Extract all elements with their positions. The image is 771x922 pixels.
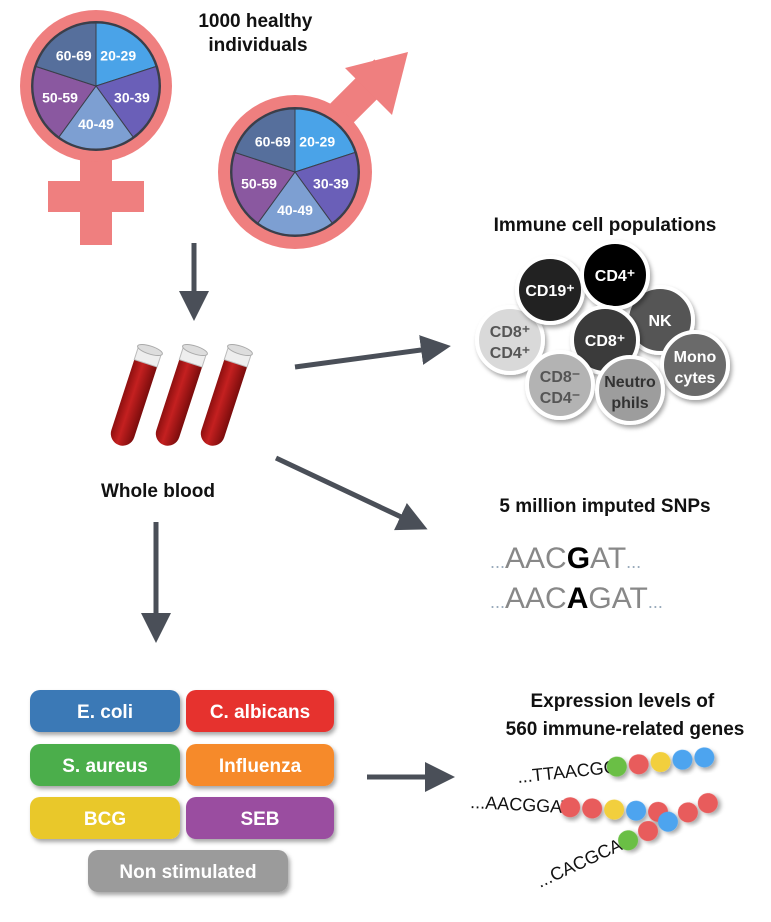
immune-title: Immune cell populations bbox=[494, 215, 717, 236]
pie-slice-20-29 bbox=[95, 22, 157, 87]
pie-slice-40-49 bbox=[58, 85, 134, 150]
blood-tubes-icon bbox=[110, 343, 253, 446]
immune-cell: Neutro phils bbox=[595, 355, 665, 425]
pie-slice-50-59 bbox=[32, 65, 97, 138]
age-label: 60-69 bbox=[56, 47, 92, 63]
pie-slice-60-69 bbox=[35, 22, 97, 87]
stimulus-bcg: BCG bbox=[30, 797, 180, 839]
expression-bead bbox=[582, 798, 603, 819]
snp-title: 5 million imputed SNPs bbox=[499, 496, 710, 517]
age-label: 40-49 bbox=[78, 116, 114, 132]
arrow-to-cells bbox=[294, 335, 451, 370]
expression-bead bbox=[672, 749, 693, 770]
age-label: 30-39 bbox=[313, 176, 349, 192]
cell-label: phils bbox=[611, 395, 648, 412]
svg-text:C. albicans: C. albicans bbox=[210, 702, 310, 723]
stimulus-seb: SEB bbox=[186, 797, 334, 839]
expression-bead bbox=[618, 830, 639, 851]
expression-bead bbox=[638, 821, 659, 842]
svg-text:BCG: BCG bbox=[84, 809, 126, 830]
expression-bead bbox=[694, 747, 715, 768]
expression-strands: ...TTAACGG...AACGGAT...CACGCAA bbox=[470, 747, 718, 892]
gene-strand: ...TTAACGG bbox=[516, 747, 715, 787]
expression-title: Expression levels of 560 immune-related … bbox=[506, 691, 745, 740]
immune-cell: CD8⁺ CD4⁺ bbox=[475, 305, 545, 375]
immune-cell: CD19⁺ bbox=[515, 255, 585, 325]
age-label: 60-69 bbox=[255, 133, 291, 149]
svg-text:...AACAGAT...: ...AACAGAT... bbox=[490, 582, 663, 615]
immune-cell: Mono cytes bbox=[660, 330, 730, 400]
cell-label: cytes bbox=[675, 370, 716, 387]
expression-bead bbox=[626, 800, 647, 821]
age-label: 40-49 bbox=[277, 202, 313, 218]
stimulus-influenza: Influenza bbox=[186, 744, 334, 786]
cell-label: Mono bbox=[674, 349, 717, 366]
expression-bead bbox=[606, 756, 627, 777]
snp-sequence-1: ...AACGAT... bbox=[490, 542, 641, 575]
expression-bead bbox=[650, 751, 671, 772]
expression-bead bbox=[697, 793, 718, 814]
age-label: 50-59 bbox=[241, 176, 277, 192]
strand-sequence: ...AACGGAT bbox=[470, 792, 573, 817]
expression-bead bbox=[628, 754, 649, 775]
svg-text:Influenza: Influenza bbox=[219, 756, 302, 777]
stimuli-grid: E. coli C. albicans S. aureus Influenza BCG S… bbox=[30, 690, 334, 892]
immune-cell: CD4⁺ bbox=[580, 240, 650, 310]
pie-slice-50-59 bbox=[231, 151, 296, 224]
stimulus-c-albicans: C. albicans bbox=[186, 690, 334, 732]
cell-label: CD8⁺ bbox=[585, 333, 625, 350]
age-label: 50-59 bbox=[42, 90, 78, 106]
svg-text:...AACGAT...: ...AACGAT... bbox=[490, 542, 641, 575]
cell-label: NK bbox=[648, 313, 672, 330]
stimulus-e-coli: E. coli bbox=[30, 690, 180, 732]
cell-label: CD4⁺ bbox=[490, 345, 530, 362]
svg-text:S. aureus: S. aureus bbox=[62, 756, 148, 777]
pie-slice-40-49 bbox=[257, 171, 333, 236]
expression-bead bbox=[677, 802, 698, 823]
cell-label: CD8⁺ bbox=[490, 324, 530, 341]
expression-bead bbox=[560, 797, 581, 818]
immune-cell-cluster: CD8⁺ CD4⁺ CD19⁺ NK CD4⁺ CD8⁺ CD8⁻ CD4⁻ Mono cytes… bbox=[475, 240, 730, 425]
svg-text:SEB: SEB bbox=[240, 809, 279, 830]
stimulus-s-aureus: S. aureus bbox=[30, 744, 180, 786]
svg-text:Non stimulated: Non stimulated bbox=[119, 862, 256, 883]
expression-bead bbox=[657, 811, 678, 832]
gene-strand: ...AACGGAT bbox=[470, 792, 669, 822]
pie-slice-60-69 bbox=[234, 108, 296, 173]
arrow-to-snps bbox=[274, 455, 428, 531]
cell-label: CD4⁻ bbox=[540, 390, 580, 407]
stimulus-non-stimulated: Non stimulated bbox=[88, 850, 288, 892]
cell-label: CD4⁺ bbox=[595, 268, 635, 285]
age-label: 20-29 bbox=[100, 47, 136, 63]
age-label: 20-29 bbox=[299, 133, 335, 149]
snp-sequence-2: ...AACAGAT... bbox=[490, 582, 663, 615]
pie-slice-30-39 bbox=[95, 65, 160, 138]
whole-blood-label: Whole blood bbox=[101, 481, 215, 502]
cell-label: CD19⁺ bbox=[525, 283, 574, 300]
svg-text:E. coli: E. coli bbox=[77, 702, 133, 723]
cohort-title: 1000 healthy individuals bbox=[198, 11, 317, 56]
strand-sequence: ...TTAACGG bbox=[516, 757, 618, 787]
cell-label: Neutro bbox=[604, 374, 656, 391]
pie-slice-20-29 bbox=[294, 108, 356, 173]
age-label: 30-39 bbox=[114, 90, 150, 106]
immune-cell: CD8⁻ CD4⁻ bbox=[525, 350, 595, 420]
expression-bead bbox=[604, 799, 625, 820]
pie-slice-30-39 bbox=[294, 151, 359, 224]
cell-label: CD8⁻ bbox=[540, 369, 580, 386]
